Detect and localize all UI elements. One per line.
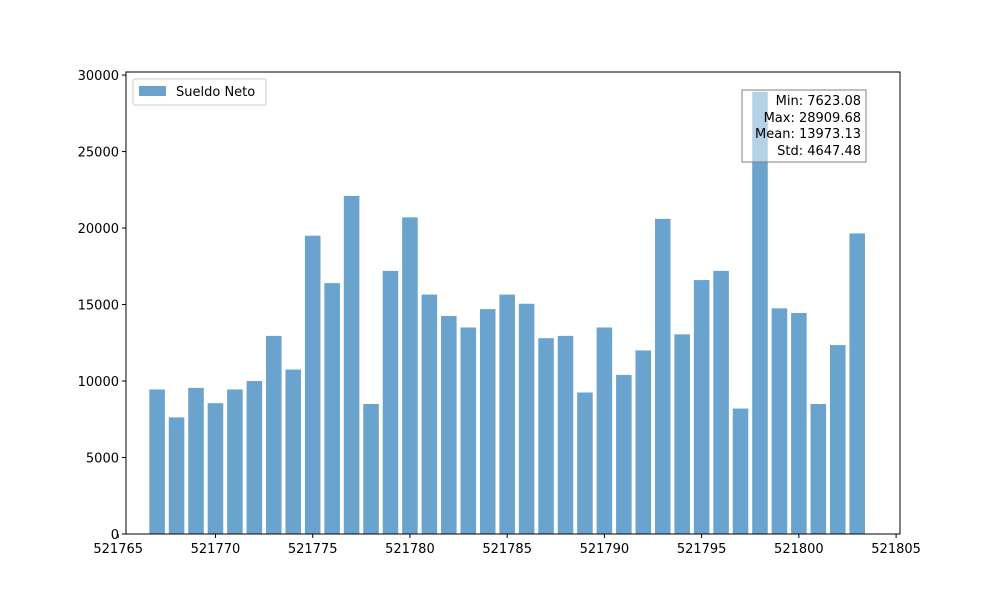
y-axis: 0 5000 10000 15000 20000 25000 30000: [78, 69, 126, 543]
legend: Sueldo Neto: [132, 78, 267, 106]
bar-521797: [732, 408, 749, 534]
y-tick-label: 0: [111, 528, 119, 543]
bar-521794: [674, 334, 690, 534]
x-tick-label: 521790: [580, 542, 630, 557]
stats-box: Min: 7623.08 Max: 28909.68 Mean: 13973.1…: [741, 89, 867, 163]
bar-521791: [616, 374, 632, 534]
bar-521782: [441, 316, 457, 534]
bar-521781: [421, 294, 438, 534]
bar-521768: [168, 417, 185, 534]
stats-min: Min: 7623.08: [776, 94, 861, 109]
x-axis: 521765 521770 521775 521780 521785 521790 5217…: [93, 534, 921, 557]
y-tick-label: 15000: [78, 299, 119, 314]
bar-521796: [713, 270, 729, 534]
x-tick-label: 521770: [191, 542, 241, 557]
bar-521803: [849, 233, 865, 534]
bar-521787: [538, 338, 554, 534]
bar-521785: [499, 294, 515, 534]
bar-521788: [557, 335, 574, 534]
bar-521783: [460, 327, 477, 534]
bar-521779: [382, 270, 399, 534]
y-tick-label: 10000: [78, 375, 119, 390]
y-tick-label: 30000: [78, 69, 119, 84]
bars-layer: [149, 91, 865, 535]
x-tick-label: 521785: [482, 542, 532, 557]
x-tick-label: 521765: [93, 542, 143, 557]
y-tick-label: 5000: [86, 452, 119, 467]
bar-521775: [304, 235, 321, 535]
bar-521800: [791, 312, 807, 534]
bar-521802: [829, 345, 846, 534]
bar-521801: [810, 403, 827, 534]
axes-frame: [125, 71, 901, 535]
stats-max: Max: 28909.68: [764, 111, 861, 126]
bar-521767: [149, 389, 165, 534]
stats-frame: [741, 89, 867, 163]
bar-521790: [596, 327, 613, 534]
y-tick-label: 20000: [78, 222, 119, 237]
x-tick-label: 521775: [288, 542, 338, 557]
stats-mean: Mean: 13973.13: [755, 127, 861, 142]
bar-521789: [577, 392, 593, 534]
bar-521778: [363, 403, 379, 534]
bar-521786: [518, 303, 535, 534]
bar-521770: [207, 403, 224, 534]
y-tick-label: 25000: [78, 146, 119, 161]
x-tick-label: 521780: [385, 542, 435, 557]
x-tick-label: 521805: [871, 542, 921, 557]
bar-521774: [285, 369, 302, 534]
bar-521792: [635, 350, 652, 534]
x-tick-label: 521795: [677, 542, 727, 557]
bar-521773: [266, 335, 282, 534]
x-tick-label: 521800: [774, 542, 824, 557]
bar-521799: [771, 308, 788, 534]
bar-521769: [188, 387, 204, 534]
legend-frame: [132, 78, 267, 106]
legend-swatch: [139, 86, 166, 96]
bar-521771: [227, 389, 243, 534]
bar-521780: [402, 217, 418, 535]
legend-label: Sueldo Neto: [176, 85, 255, 100]
stats-std: Std: 4647.48: [777, 144, 861, 159]
bar-521772: [246, 381, 263, 534]
bar-521776: [324, 283, 340, 534]
bar-521777: [343, 195, 360, 534]
bar-521798: [752, 91, 768, 535]
bar-521793: [654, 218, 671, 534]
bar-521784: [479, 309, 496, 534]
bar-521795: [693, 280, 710, 534]
